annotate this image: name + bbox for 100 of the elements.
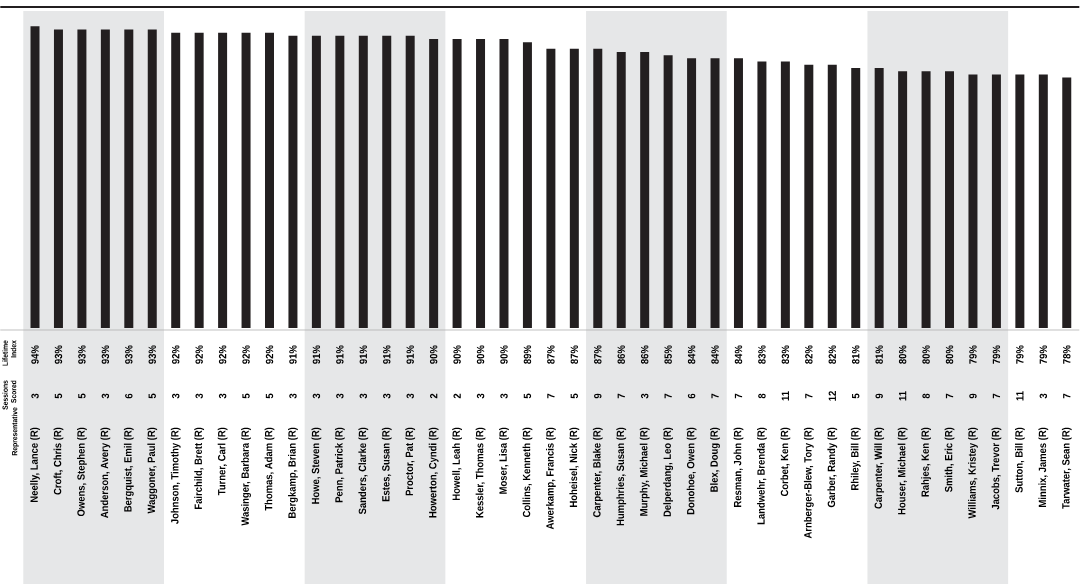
text: 9 [594,393,602,399]
data-label: 83% [758,345,766,364]
x-tick-label: Neelly, Lance (R) [30,427,40,503]
text: 3 [336,393,344,399]
bar [311,35,321,328]
text: 11 [899,391,907,401]
data-label: 80% [945,345,954,364]
data-label: 92% [218,345,227,364]
text: 3 [195,393,203,399]
bar [1038,74,1048,328]
x-tick-label: Howerton, Cyndi (R) [428,427,439,518]
x-tick-label: Bergquist, Emil (R) [123,427,134,512]
x-tick-label: Anderson, Avery (R) [100,427,111,518]
text: 9 [969,393,977,399]
x-tick-label: Williams, Kristey (R) [968,427,978,519]
text: 3 [500,393,508,399]
text: 3 [218,393,227,399]
x-tick-label: Houser, Michael (R) [897,427,908,515]
data-label: 91% [383,345,391,364]
text: 7 [734,393,743,399]
data-label: 79% [1039,345,1048,364]
x-tick-label: Carpenter, Blake (R) [592,427,603,518]
text: 3 [31,393,39,399]
text: 7 [945,393,954,399]
x-tick-label: Minnix, James (R) [1038,427,1049,507]
bar [1062,77,1072,328]
x-tick-label: Howe, Steven (R) [311,427,322,504]
bar [898,71,908,328]
bar [358,35,368,328]
text: 6 [687,393,696,399]
bar [968,74,978,328]
data-label: 93% [148,345,156,364]
data-label: 79% [992,345,1001,364]
bar [851,67,861,328]
x-tick-label: Hoheisel, Nick (R) [569,427,580,507]
x-tick-label: Turner, Carl (R) [217,427,228,496]
bar [218,32,228,328]
text: 3 [359,393,368,399]
bar [405,35,415,328]
data-label: 91% [406,345,414,364]
data-label: 82% [828,345,836,364]
text: 11 [781,391,789,401]
text: 6 [125,393,133,399]
data-label: 84% [711,345,719,364]
bar [522,42,532,328]
data-label: 92% [242,345,250,364]
text: 2 [429,393,438,399]
x-tick-label: Rahjes, Ken (R) [921,427,931,497]
data-label: 93% [125,345,133,364]
bar [147,29,157,328]
bar [827,64,837,328]
x-tick-label: Estes, Susan (R) [381,427,392,502]
bar [921,71,931,328]
data-label: 89% [523,345,532,364]
x-tick-label: Penn, Patrick (R) [334,427,345,503]
text: 7 [664,393,672,399]
text: 7 [711,393,719,399]
data-label: 91% [312,345,321,364]
data-label: 85% [664,345,672,364]
data-label: 80% [898,345,907,364]
data-label: 84% [687,345,696,364]
text: 3 [171,393,180,399]
text: 8 [922,393,930,399]
text: 3 [312,393,321,399]
x-tick-label: Howell, Leah (R) [452,427,462,501]
bar [1015,74,1025,328]
bar [452,39,462,328]
x-tick-label: Sutton, Bill (R) [1014,427,1025,493]
x-tick-label: Owens, Stephen (R) [77,427,87,517]
text: 3 [289,393,297,399]
data-label: 83% [781,345,790,364]
data-label: 90% [429,345,438,364]
x-tick-label: Thomas, Adam (R) [264,427,275,511]
text: 5 [242,393,250,399]
x-tick-label: Arnberger-Blew, Tory (R) [803,427,814,539]
bar [804,64,814,328]
x-tick-label: Delperdang, Leo (R) [663,427,674,517]
data-label: 91% [359,345,368,364]
data-label: 79% [969,345,977,364]
data-label: 92% [195,345,203,364]
x-tick-label: Murphy, Michael (R) [639,427,650,516]
x-tick-label: Waggoner, Paul (R) [147,427,158,514]
x-tick-label: Proctor, Pat (R) [405,427,416,496]
x-tick-label: Smith, Eric (R) [944,427,955,493]
text: 12 [828,391,836,401]
text: 5 [570,393,578,399]
bar [757,61,767,328]
bar [780,61,790,328]
text: 7 [992,393,1001,399]
x-tick-label: Awerkamp, Francis (R) [545,427,556,530]
bar [663,55,673,328]
x-tick-label: Moser, Lisa (R) [499,427,509,494]
x-tick-label: Landwehr, Brenda (R) [757,427,767,525]
text: 7 [547,393,555,399]
bar [382,35,392,328]
bar [710,58,720,328]
x-tick-label: Corbet, Ken (R) [780,427,791,497]
data-label: 79% [1016,345,1024,364]
bar [476,39,486,328]
bar [241,32,251,328]
